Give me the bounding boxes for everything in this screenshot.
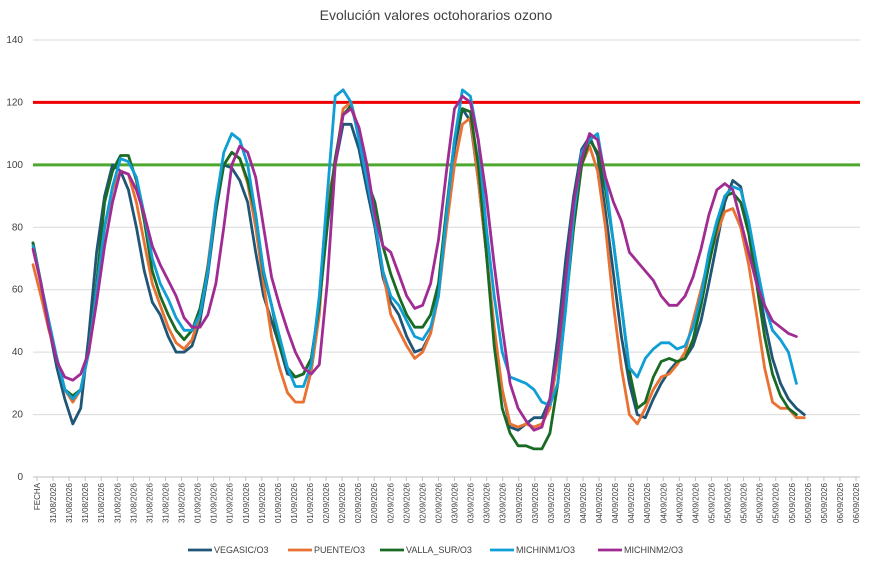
legend-label: MICHINM1/O3 [516,545,575,555]
legend-label: MICHINM2/O3 [624,545,683,555]
y-axis-ticks: 0 20 40 60 80 100 120 140 [6,35,23,483]
y-tick-label: 40 [12,347,24,358]
y-tick-label: 120 [6,97,23,108]
x-tick-label: 04/09/2026 [611,482,620,523]
legend-label: PUENTE/O3 [314,545,365,555]
x-tick-label: 04/09/2026 [675,482,684,523]
x-tick-label: 31/08/2026 [81,482,90,523]
chart-title: Evolución valores octohorarios ozono [320,7,553,23]
x-tick-label: 05/09/2026 [724,482,733,523]
x-tick-label: 02/09/2026 [370,482,379,523]
x-tick-label: 04/09/2026 [659,482,668,523]
x-tick-label: 05/09/2026 [772,482,781,523]
x-tick-label: 03/09/2026 [563,482,572,523]
x-tick-label: 03/09/2026 [547,482,556,523]
x-tick-label: 05/09/2026 [788,482,797,523]
y-tick-label: 0 [17,472,23,483]
y-tick-label: 20 [12,410,24,421]
x-tick-label: FECHA [33,482,42,510]
legend: VEGASIC/O3 PUENTE/O3 VALLA_SUR/O3 MICHINM1/… [188,545,683,555]
x-tick-label: 01/09/2026 [226,482,235,523]
x-tick-label: 02/09/2026 [354,482,363,523]
x-tick-label: 03/09/2026 [499,482,508,523]
reference-lines [33,100,860,167]
x-tick-label: 03/09/2026 [483,482,492,523]
x-tick-label: 31/08/2026 [129,482,138,523]
x-tick-label: 03/09/2026 [531,482,540,523]
series-line-puente-o3 [31,101,806,429]
x-tick-label: 02/09/2026 [386,482,395,523]
x-tick-label: 04/09/2026 [595,482,604,523]
x-tick-label: 31/08/2026 [97,482,106,523]
series-lines [31,88,806,451]
x-tick-label: 05/09/2026 [820,482,829,523]
y-tick-label: 100 [6,160,23,171]
x-tick-label: 01/09/2026 [258,482,267,523]
x-tick-label: 03/09/2026 [515,482,524,523]
x-tick-label: 02/09/2026 [434,482,443,523]
x-tick-label: 04/09/2026 [627,482,636,523]
x-tick-label: 04/09/2026 [579,482,588,523]
x-tick-label: 02/09/2026 [418,482,427,523]
x-tick-label: 06/09/2026 [852,482,861,523]
x-tick-label: 02/09/2026 [402,482,411,523]
x-tick-label: 03/09/2026 [467,482,476,523]
legend-label: VALLA_SUR/O3 [406,545,472,555]
series-line-michinm2-o3 [31,94,798,432]
x-tick-label: 03/09/2026 [451,482,460,523]
y-tick-label: 140 [6,35,23,46]
x-tick-label: 05/09/2026 [756,482,765,523]
x-tick-label: 05/09/2026 [740,482,749,523]
x-tick-label: 04/09/2026 [691,482,700,523]
x-tick-label: 05/09/2026 [707,482,716,523]
x-tick-label: 31/08/2026 [49,482,58,523]
x-tick-label: 01/09/2026 [306,482,315,523]
x-tick-label: 01/09/2026 [274,482,283,523]
x-tick-label: 01/09/2026 [210,482,219,523]
x-tick-label: 31/08/2026 [145,482,154,523]
x-tick-label: 31/08/2026 [178,482,187,523]
y-tick-label: 80 [12,222,24,233]
series-line-vegasic-o3 [31,107,806,432]
x-tick-label: 01/09/2026 [194,482,203,523]
x-tick-label: 01/09/2026 [290,482,299,523]
x-tick-label: 02/09/2026 [322,482,331,523]
x-tick-label: 01/09/2026 [242,482,251,523]
series-line-valla-sur-o3 [31,104,798,451]
x-axis-ticks: FECHA 31/08/2026 31/08/2026 31/08/2026 31/08… [33,477,861,523]
x-tick-label: 31/08/2026 [161,482,170,523]
x-tick-label: 31/08/2026 [113,482,122,523]
x-tick-label: 05/09/2026 [804,482,813,523]
x-tick-label: 04/09/2026 [643,482,652,523]
legend-label: VEGASIC/O3 [214,545,269,555]
y-tick-label: 60 [12,285,24,296]
x-tick-label: 31/08/2026 [65,482,74,523]
x-tick-label: 06/09/2026 [836,482,845,523]
series-line-michinm1-o3 [31,88,798,407]
x-tick-label: 02/09/2026 [338,482,347,523]
